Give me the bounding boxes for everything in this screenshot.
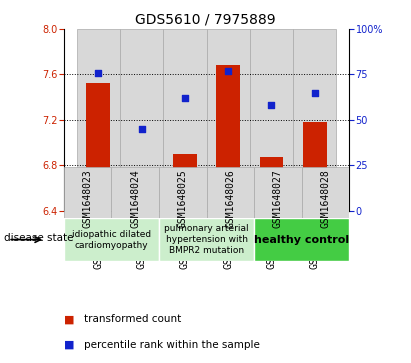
Text: GSM1648023: GSM1648023 xyxy=(83,170,92,228)
Bar xyxy=(163,29,206,211)
Text: GSM1648026: GSM1648026 xyxy=(225,170,236,228)
Bar xyxy=(64,218,159,261)
Text: ■: ■ xyxy=(64,340,74,350)
Text: GDS5610 / 7975889: GDS5610 / 7975889 xyxy=(135,13,276,27)
Text: idiopathic dilated
cardiomyopathy: idiopathic dilated cardiomyopathy xyxy=(72,229,151,250)
Point xyxy=(139,126,145,132)
Bar xyxy=(206,167,254,218)
Point xyxy=(95,70,102,76)
Bar xyxy=(254,218,349,261)
Text: pulmonary arterial
hypertension with
BMPR2 mutation: pulmonary arterial hypertension with BMP… xyxy=(164,224,249,255)
Text: GSM1648025: GSM1648025 xyxy=(178,170,188,228)
Point xyxy=(225,68,231,74)
Bar xyxy=(120,29,163,211)
Bar xyxy=(216,65,240,211)
Text: GSM1648024: GSM1648024 xyxy=(130,170,140,228)
Text: ■: ■ xyxy=(64,314,74,325)
Text: percentile rank within the sample: percentile rank within the sample xyxy=(84,340,260,350)
Bar xyxy=(302,167,349,218)
Text: healthy control: healthy control xyxy=(254,234,349,245)
Point xyxy=(182,95,188,101)
Bar xyxy=(130,203,154,211)
Bar xyxy=(159,218,254,261)
Bar xyxy=(293,29,336,211)
Point xyxy=(268,102,275,108)
Bar xyxy=(173,154,197,211)
Point xyxy=(312,90,318,95)
Bar xyxy=(254,167,302,218)
Bar xyxy=(77,29,120,211)
Bar xyxy=(86,83,110,211)
Bar xyxy=(303,122,327,211)
Text: transformed count: transformed count xyxy=(84,314,182,325)
Text: GSM1648027: GSM1648027 xyxy=(273,170,283,228)
Bar xyxy=(207,29,250,211)
Bar xyxy=(64,167,111,218)
Bar xyxy=(111,167,159,218)
Text: disease state: disease state xyxy=(4,233,74,243)
Bar xyxy=(159,167,206,218)
Text: GSM1648028: GSM1648028 xyxy=(321,170,330,228)
Bar xyxy=(259,157,283,211)
Bar xyxy=(250,29,293,211)
